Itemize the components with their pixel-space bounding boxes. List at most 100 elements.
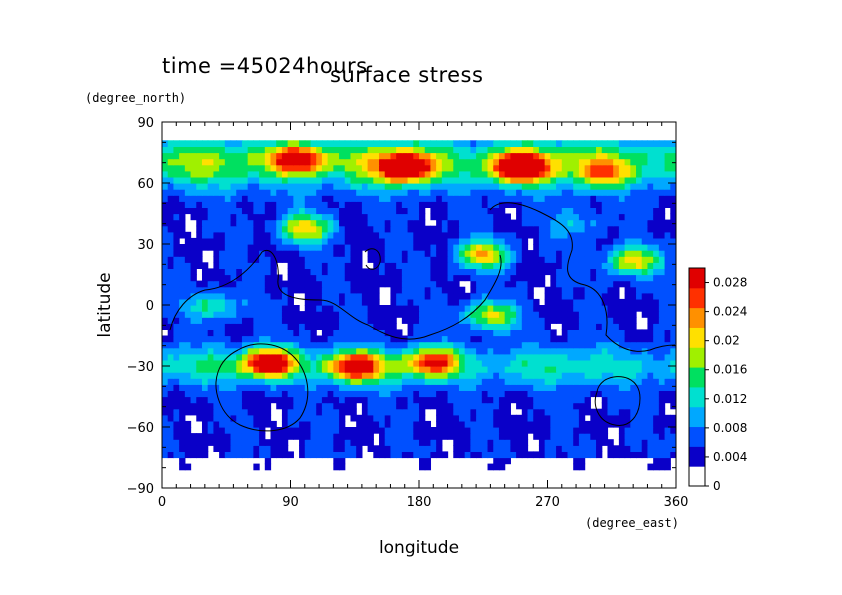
heatmap-cell: [344, 445, 352, 452]
heatmap-cell: [487, 323, 494, 330]
heatmap-cell: [516, 170, 523, 178]
heatmap-cell: [670, 378, 676, 385]
heatmap-cell: [533, 359, 540, 367]
heatmap-cell: [259, 219, 266, 227]
heatmap-cell: [173, 152, 180, 160]
heatmap-cell: [259, 384, 266, 391]
heatmap-cell: [504, 311, 511, 318]
heatmap-cell: [259, 408, 266, 416]
heatmap-cell: [396, 195, 403, 202]
heatmap-cell: [487, 378, 494, 385]
heatmap-cell: [487, 250, 494, 257]
heatmap-cell: [538, 402, 546, 410]
heatmap-cell: [470, 390, 477, 398]
heatmap-cell: [213, 225, 220, 233]
heatmap-cell: [493, 274, 500, 282]
heatmap-cell: [527, 274, 534, 282]
heatmap-cell: [270, 201, 277, 208]
heatmap-cell: [264, 341, 272, 349]
heatmap-cell: [641, 402, 649, 410]
heatmap-cell: [184, 244, 192, 251]
heatmap-cell: [213, 323, 220, 330]
heatmap-cell: [436, 207, 443, 215]
heatmap-cell: [321, 359, 329, 367]
heatmap-cell: [213, 256, 220, 263]
heatmap-cell: [247, 427, 254, 434]
heatmap-cell: [584, 305, 591, 312]
heatmap-cell: [573, 329, 580, 337]
heatmap-cell: [453, 140, 460, 147]
heatmap-cell: [219, 268, 226, 276]
heatmap-cell: [196, 213, 203, 221]
heatmap-cell: [596, 268, 603, 276]
heatmap-cell: [201, 140, 209, 147]
heatmap-cell: [413, 396, 420, 404]
heatmap-cell: [630, 286, 637, 294]
heatmap-cell: [413, 225, 420, 233]
heatmap-cell: [607, 323, 614, 330]
heatmap-cell: [224, 274, 232, 282]
heatmap-cell: [270, 433, 277, 440]
heatmap-cell: [516, 244, 523, 251]
heatmap-cell: [578, 463, 586, 471]
heatmap-cell: [259, 152, 266, 160]
heatmap-cell: [367, 292, 374, 300]
heatmap-cell: [596, 317, 603, 324]
heatmap-cell: [613, 329, 620, 337]
heatmap-cell: [521, 451, 529, 459]
heatmap-cell: [213, 329, 220, 337]
heatmap-cell: [184, 433, 192, 440]
heatmap-cell: [567, 268, 574, 276]
heatmap-cell: [173, 219, 180, 227]
heatmap-cell: [561, 433, 569, 440]
heatmap-cell: [493, 292, 500, 300]
heatmap-cell: [339, 378, 346, 385]
heatmap-cell: [498, 268, 506, 276]
heatmap-cell: [510, 231, 517, 239]
heatmap-cell: [201, 292, 209, 300]
heatmap-cell: [601, 414, 609, 422]
heatmap-cell: [339, 402, 346, 410]
heatmap-cell: [167, 207, 175, 215]
heatmap-cell: [219, 329, 226, 337]
heatmap-cell: [344, 225, 352, 233]
heatmap-cell: [476, 445, 483, 452]
heatmap-cell: [264, 347, 272, 355]
heatmap-cell: [630, 158, 637, 166]
heatmap-cell: [630, 384, 637, 391]
heatmap-cell: [241, 262, 249, 269]
heatmap-cell: [276, 433, 283, 440]
heatmap-cell: [470, 384, 477, 391]
heatmap-cell: [607, 219, 614, 227]
heatmap-cell: [596, 366, 603, 373]
heatmap-cell: [601, 146, 609, 154]
heatmap-cell: [584, 408, 591, 416]
heatmap-cell: [653, 366, 660, 373]
heatmap-cell: [396, 225, 403, 233]
heatmap-cell: [339, 384, 346, 391]
heatmap-cell: [561, 402, 569, 410]
heatmap-cell: [304, 451, 312, 459]
heatmap-cell: [447, 353, 454, 361]
heatmap-cell: [396, 335, 403, 343]
heatmap-cell: [241, 335, 249, 343]
heatmap-cell: [247, 298, 254, 306]
heatmap-cell: [281, 140, 289, 147]
heatmap-cell: [396, 250, 403, 257]
heatmap-cell: [636, 201, 643, 208]
heatmap-cell: [590, 189, 597, 196]
heatmap-cell: [173, 311, 180, 318]
heatmap-cell: [447, 433, 454, 440]
heatmap-cell: [636, 366, 643, 373]
heatmap-cell: [618, 384, 626, 391]
heatmap-cell: [184, 347, 192, 355]
heatmap-cell: [561, 244, 569, 251]
heatmap-cell: [447, 286, 454, 294]
heatmap-cell: [247, 366, 254, 373]
heatmap-cell: [436, 445, 443, 452]
heatmap-cell: [521, 414, 529, 422]
heatmap-cell: [224, 140, 232, 147]
heatmap-cell: [367, 359, 374, 367]
heatmap-cell: [184, 250, 192, 257]
heatmap-cell: [367, 317, 374, 324]
